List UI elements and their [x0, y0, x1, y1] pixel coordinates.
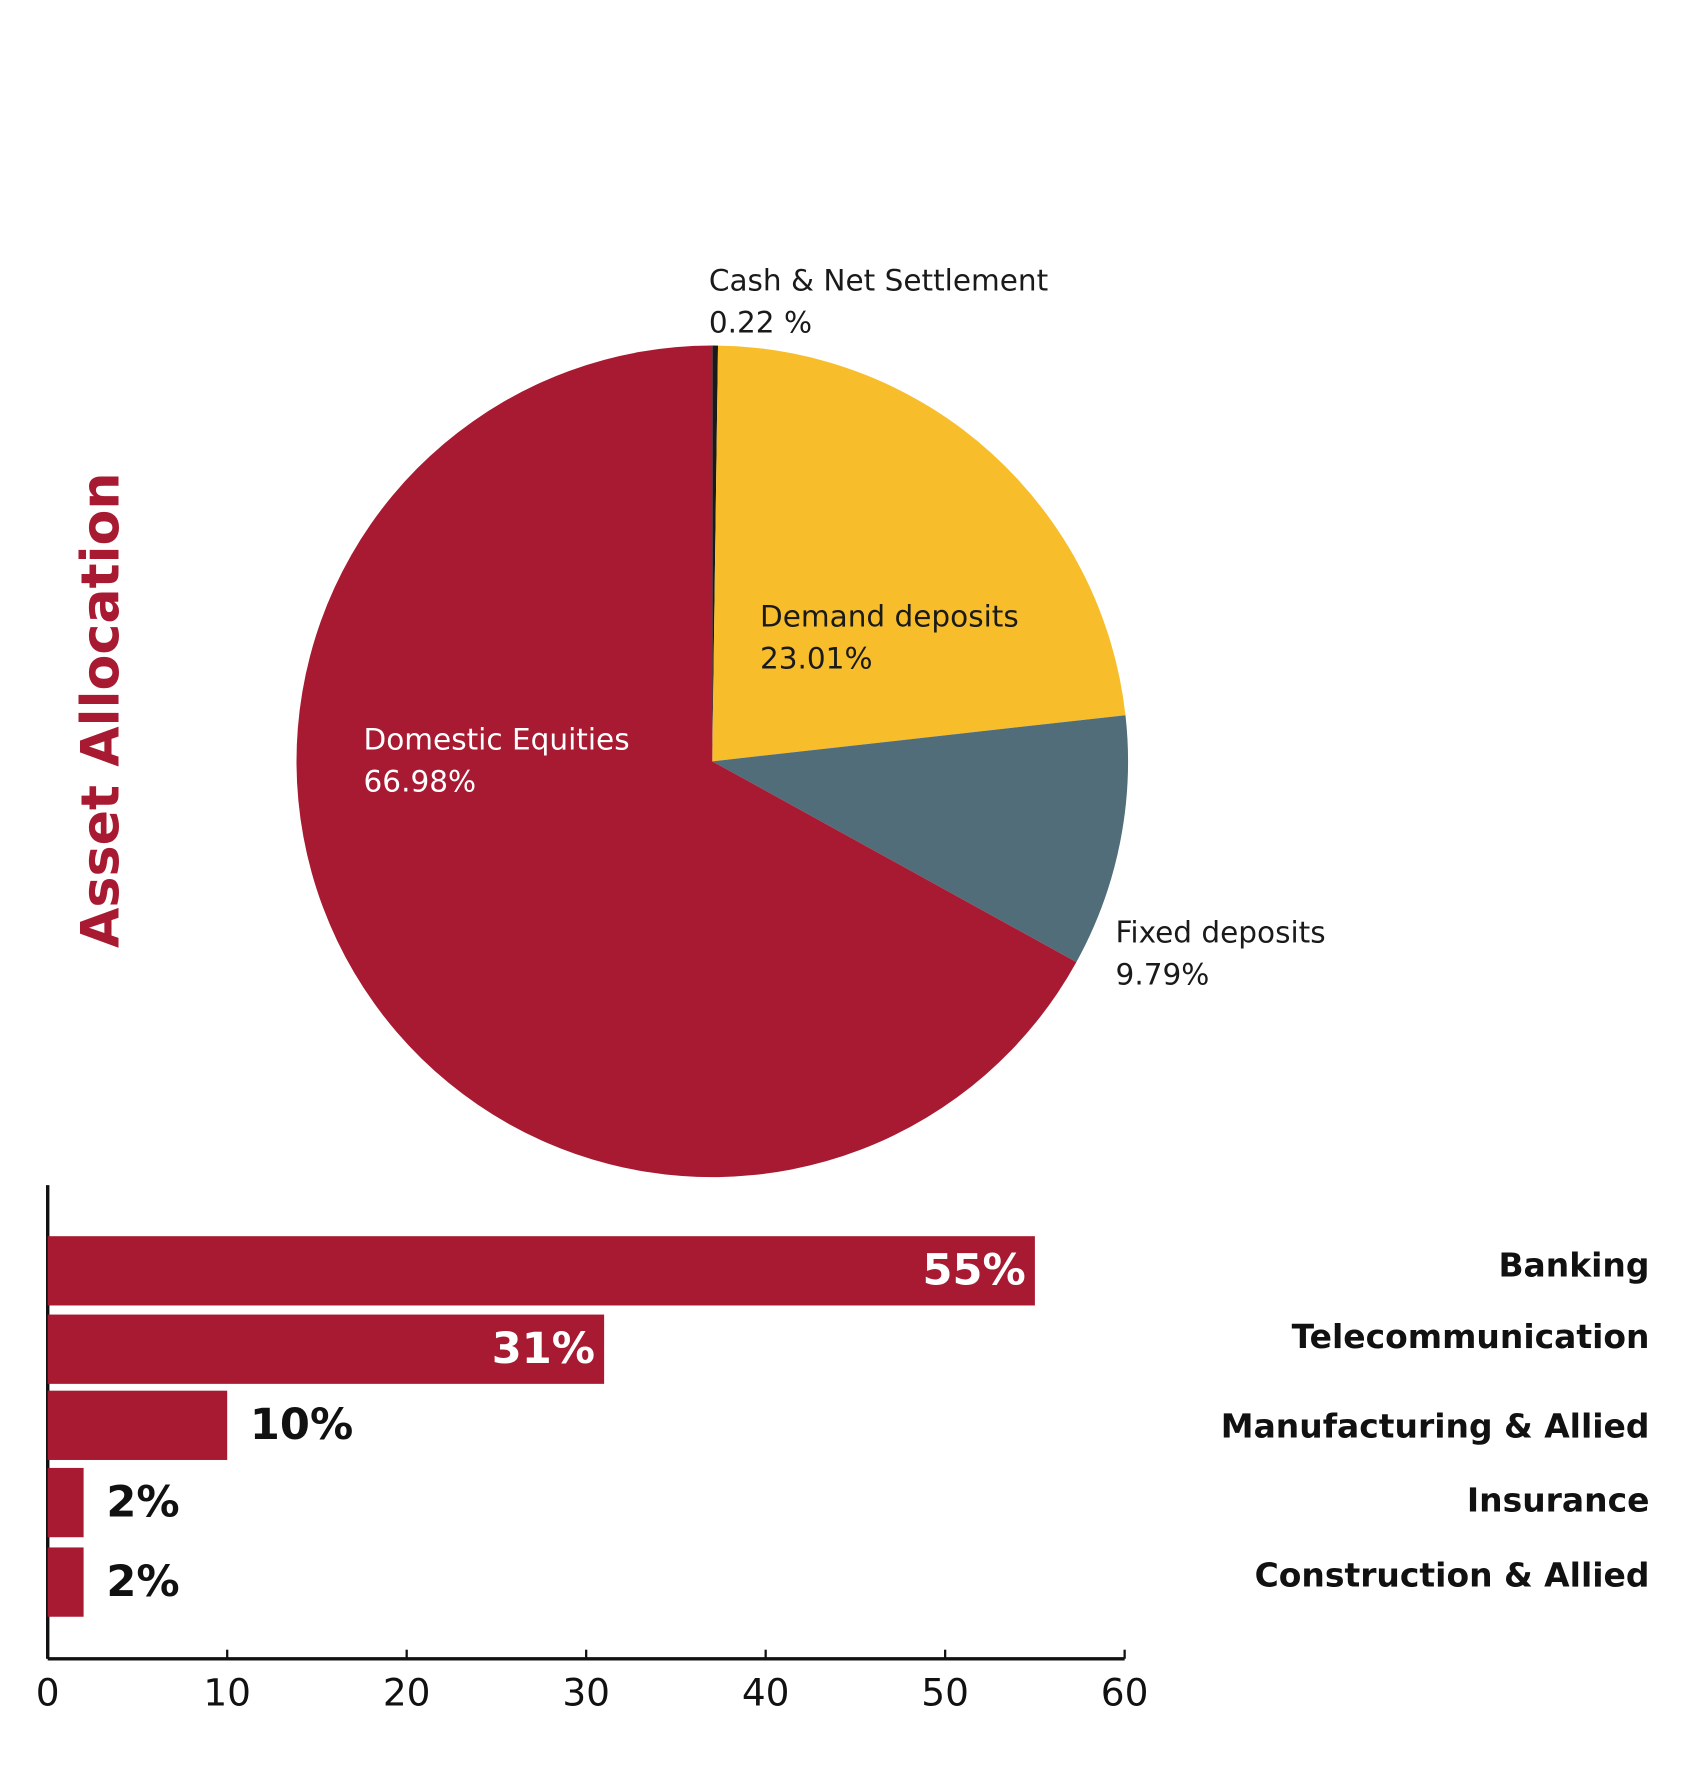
chart-title: Asset Allocation: [72, 472, 132, 948]
slice-value-label: 9.79%: [1116, 958, 1210, 992]
bar: [47, 1314, 605, 1384]
bar: [47, 1467, 84, 1538]
category-label: Telecommunication: [1292, 1317, 1650, 1356]
bar: [47, 1236, 1035, 1306]
bar-value-label: 2%: [106, 1557, 179, 1607]
bar: [47, 1547, 84, 1617]
slice-label: Domestic Equities: [364, 722, 630, 756]
bar: [47, 1390, 228, 1460]
slice-value-label: 23.01%: [760, 642, 873, 676]
bar-value-label: 10%: [250, 1400, 353, 1450]
x-tick-label: 30: [562, 1671, 610, 1715]
slice-label: Demand deposits: [760, 600, 1019, 634]
x-tick-label: 50: [921, 1671, 969, 1715]
x-tick-label: 60: [1101, 1671, 1149, 1715]
slice-label: Cash & Net Settlement: [709, 263, 1048, 297]
bar-value-label: 2%: [106, 1477, 179, 1527]
category-label: Banking: [1498, 1245, 1649, 1284]
pie-slice: [712, 345, 1126, 762]
category-label: Insurance: [1467, 1481, 1650, 1520]
bar-value-label: 31%: [492, 1324, 595, 1374]
x-tick-label: 20: [383, 1671, 431, 1715]
pie-slice: [712, 345, 719, 762]
x-tick-label: 40: [742, 1671, 790, 1715]
slice-value-label: 0.22 %: [709, 305, 812, 339]
category-label: Construction & Allied: [1255, 1555, 1650, 1594]
slice-label: Fixed deposits: [1116, 916, 1326, 950]
pie-slice: [296, 345, 1077, 1178]
x-tick-label: 0: [36, 1671, 60, 1715]
category-label: Manufacturing & Allied: [1221, 1407, 1650, 1446]
x-tick-label: 10: [203, 1671, 251, 1715]
pie-slice: [712, 715, 1129, 963]
slice-value-label: 66.98%: [364, 764, 477, 798]
bar-value-label: 55%: [923, 1246, 1026, 1296]
